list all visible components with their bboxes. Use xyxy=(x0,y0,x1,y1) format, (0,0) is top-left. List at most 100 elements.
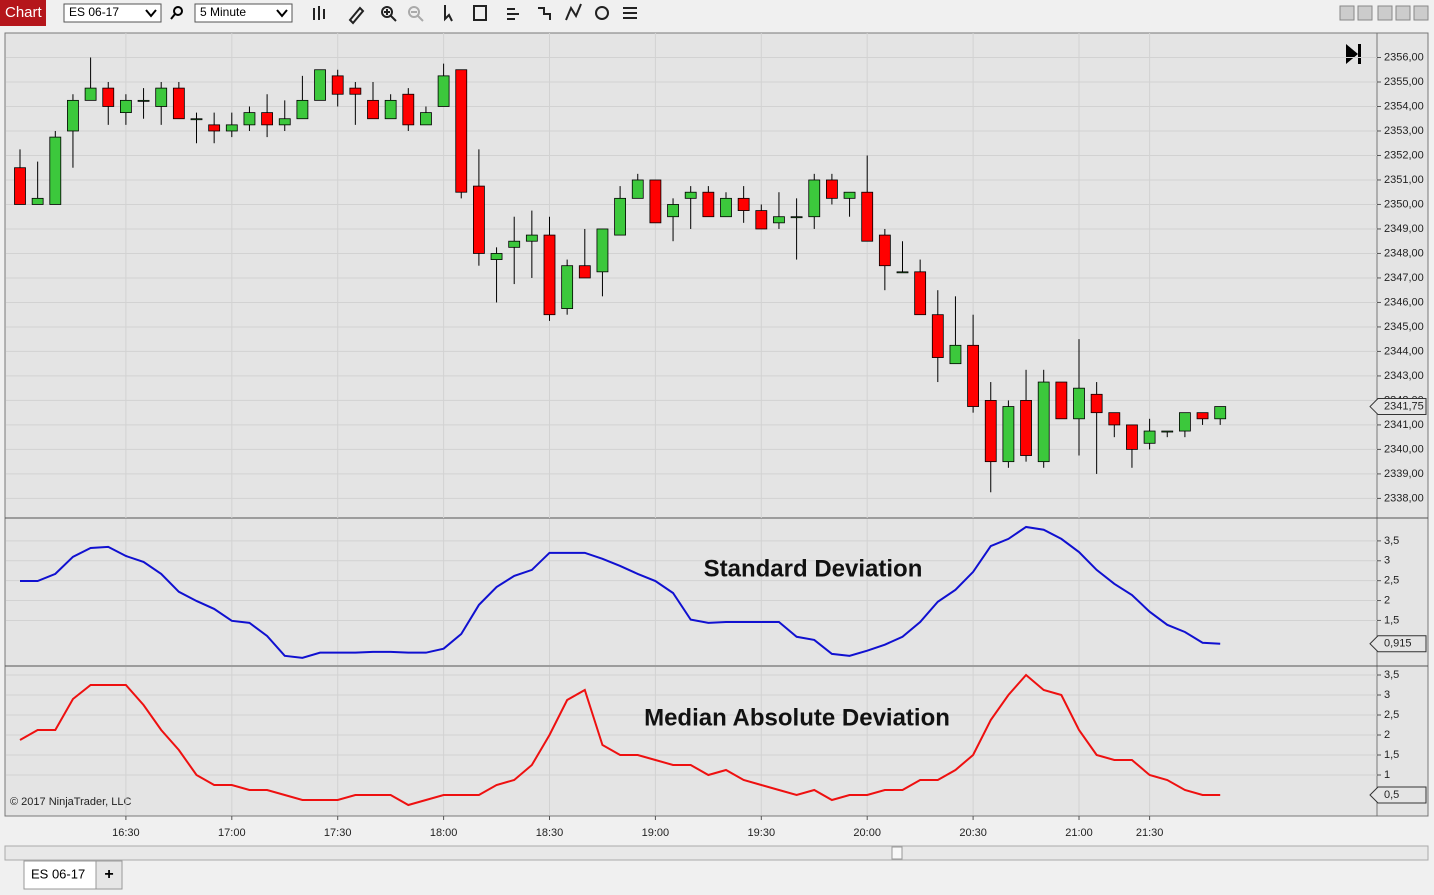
window-controls[interactable] xyxy=(1339,5,1429,21)
candle-body xyxy=(120,99,132,114)
add-tab-label: + xyxy=(104,866,113,883)
search-icon[interactable] xyxy=(173,6,183,16)
last-value-marker xyxy=(1369,398,1427,416)
y-tick-label: 2344,00 xyxy=(1384,345,1424,357)
candle-body xyxy=(773,216,785,224)
candle-body xyxy=(896,271,909,274)
instrument-tab[interactable] xyxy=(23,860,97,890)
y-tick-label: 2348,00 xyxy=(1384,247,1424,259)
candle-body xyxy=(1196,412,1209,420)
candle-body xyxy=(261,112,274,126)
panel-title: Median Absolute Deviation xyxy=(644,704,950,731)
candle-body xyxy=(1161,430,1174,433)
x-tick-label: 18:00 xyxy=(430,827,458,839)
y-tick-label: 2351,00 xyxy=(1384,174,1424,186)
candle-body xyxy=(967,344,979,407)
y-tick-label: 2,5 xyxy=(1384,575,1399,587)
x-tick-label: 17:00 xyxy=(218,827,246,839)
candle-body xyxy=(472,185,485,254)
instrument-select[interactable] xyxy=(63,3,162,23)
candle-body xyxy=(314,69,326,101)
candle-body xyxy=(84,87,97,101)
y-tick-label: 2349,00 xyxy=(1384,223,1424,235)
candle-body xyxy=(455,69,468,193)
candle-body xyxy=(596,228,609,273)
y-tick-label: 3 xyxy=(1384,555,1390,567)
y-tick-label: 2347,00 xyxy=(1384,272,1424,284)
y-tick-label: 2,5 xyxy=(1384,709,1399,721)
candle-body xyxy=(755,210,768,230)
y-tick-label: 3,5 xyxy=(1384,669,1399,681)
scroll-thumb[interactable] xyxy=(891,846,903,860)
candle-body xyxy=(208,124,221,132)
y-tick-label: 1,5 xyxy=(1384,614,1399,626)
search-icon-handle xyxy=(170,13,176,20)
candle-body xyxy=(720,197,732,218)
x-tick-label: 20:00 xyxy=(853,827,881,839)
y-tick-label: 2 xyxy=(1384,594,1390,606)
y-tick-label: 3 xyxy=(1384,689,1390,701)
y-tick-label: 2346,00 xyxy=(1384,296,1424,308)
candle-body xyxy=(561,265,574,309)
y-tick-label: 2338,00 xyxy=(1384,492,1424,504)
candle-body xyxy=(684,191,697,199)
y-tick-label: 3,5 xyxy=(1384,535,1399,547)
y-tick-label: 1 xyxy=(1384,769,1390,781)
candle-body xyxy=(437,75,450,107)
candle-body xyxy=(402,93,415,126)
last-value-label: 0,5 xyxy=(1384,789,1399,801)
candle-body xyxy=(225,124,238,132)
instrument-text: ES 06-17 xyxy=(69,5,119,19)
candle-body xyxy=(508,240,521,248)
candle-body xyxy=(1090,393,1103,414)
candle-body xyxy=(14,167,26,205)
scrollbar[interactable] xyxy=(4,845,1429,861)
candle-body xyxy=(1214,406,1227,420)
panel-title: Standard Deviation xyxy=(704,555,923,582)
candle-body xyxy=(931,314,944,358)
chart-tab[interactable] xyxy=(0,0,46,26)
candle-body xyxy=(861,191,874,242)
last-value-marker xyxy=(1369,786,1427,804)
candle-body xyxy=(420,112,432,126)
candle-body xyxy=(1126,424,1138,450)
y-tick-label: 2354,00 xyxy=(1384,100,1424,112)
y-tick-label: 1,5 xyxy=(1384,749,1399,761)
toolbar-icons[interactable] xyxy=(313,3,637,25)
last-value-marker xyxy=(1369,635,1427,653)
x-tick-label: 19:00 xyxy=(642,827,670,839)
candle-body xyxy=(1037,381,1050,463)
candle-body xyxy=(826,179,838,199)
candle-body xyxy=(1055,381,1068,420)
y-tick-label: 2339,00 xyxy=(1384,468,1424,480)
candle-body xyxy=(331,75,344,95)
chart-label: Chart xyxy=(5,4,43,21)
candle-body xyxy=(790,216,803,219)
candle-body xyxy=(578,265,591,279)
candle-body xyxy=(808,179,821,218)
candle-body xyxy=(102,87,115,107)
indicator-line xyxy=(19,673,1221,807)
y-tick-label: 2343,00 xyxy=(1384,370,1424,382)
y-tick-label: 2353,00 xyxy=(1384,125,1424,137)
candle-body xyxy=(702,191,715,218)
last-value-label: 0,915 xyxy=(1384,638,1412,650)
x-tick-label: 16:30 xyxy=(112,827,140,839)
scroll-end-icon[interactable] xyxy=(1346,44,1361,64)
candle-body xyxy=(172,87,185,120)
x-tick-label: 20:30 xyxy=(959,827,987,839)
interval-text: 5 Minute xyxy=(200,5,246,19)
x-tick-label: 18:30 xyxy=(536,827,564,839)
last-value-label: 2341,75 xyxy=(1384,400,1424,412)
candle-body xyxy=(1179,412,1191,432)
candle-body xyxy=(878,234,891,267)
y-tick-label: 2345,00 xyxy=(1384,321,1424,333)
add-tab[interactable] xyxy=(95,860,123,890)
candle-body xyxy=(31,197,44,205)
indicator-line xyxy=(20,525,1221,659)
candle-body xyxy=(667,204,679,218)
candle-body xyxy=(49,136,62,205)
interval-select[interactable] xyxy=(194,3,293,23)
candle-body xyxy=(631,179,644,199)
